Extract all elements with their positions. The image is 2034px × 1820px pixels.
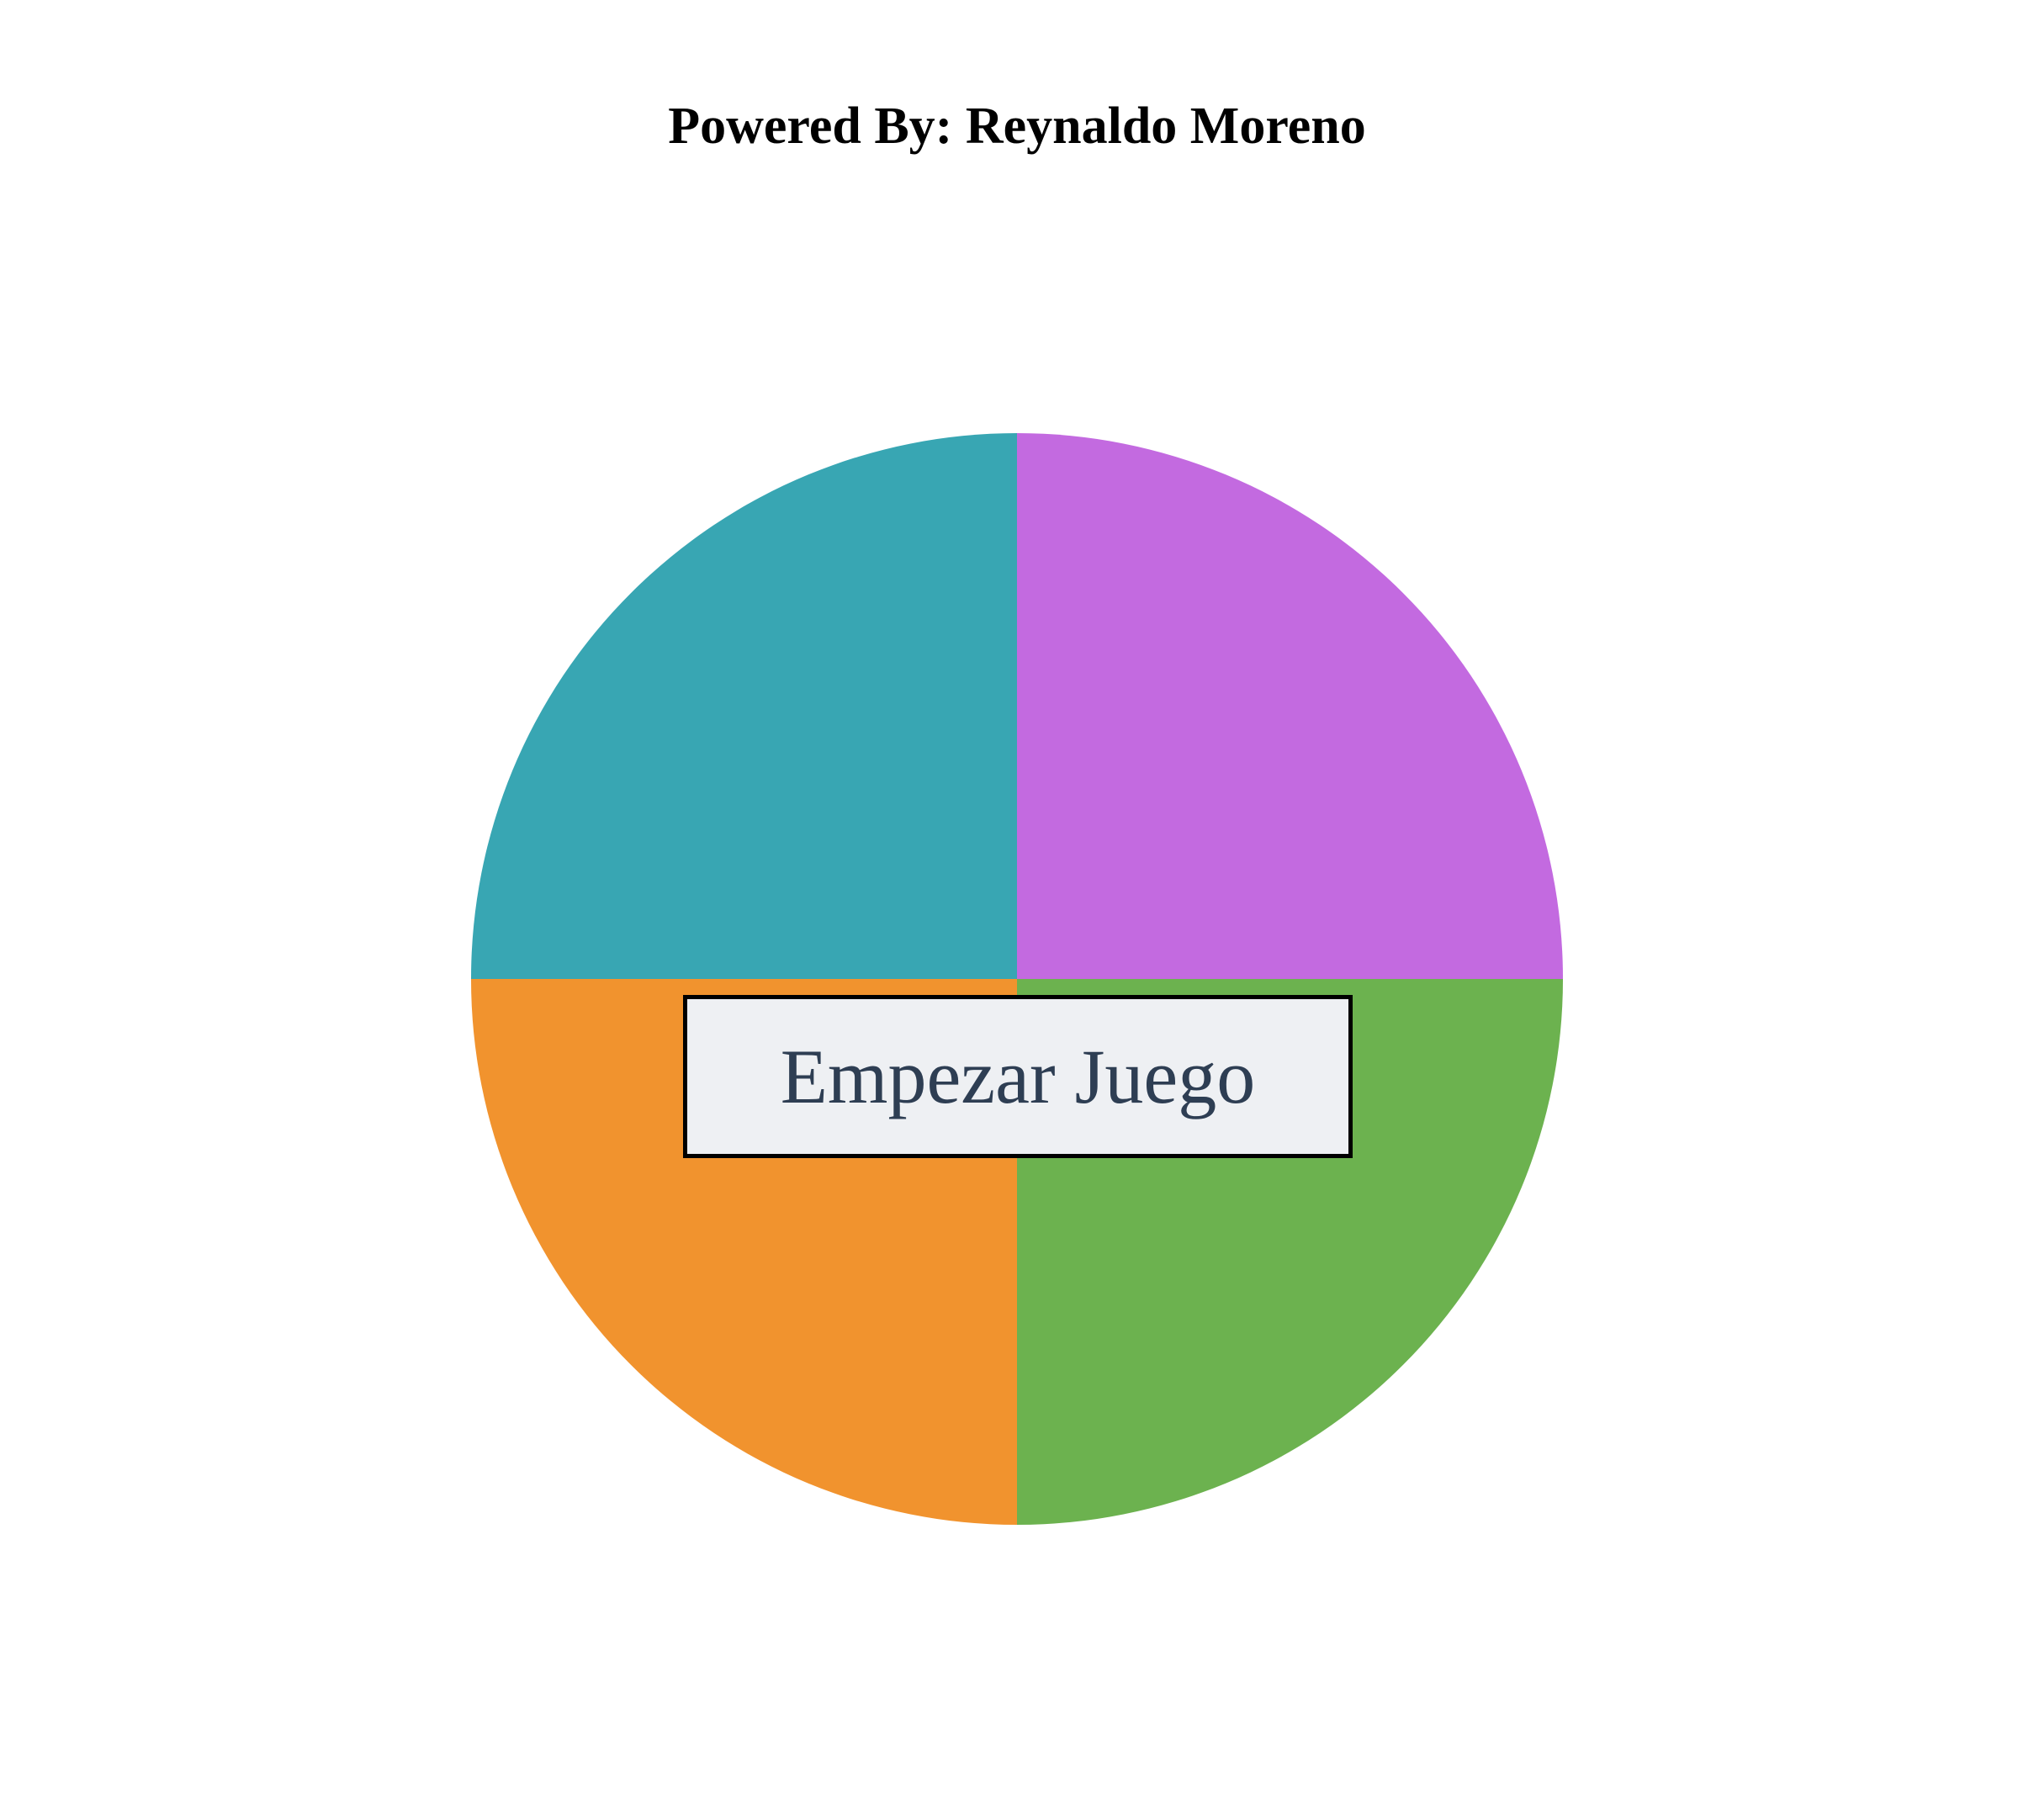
game-board xyxy=(471,433,1563,1525)
start-game-button[interactable]: Empezar Juego xyxy=(683,995,1353,1158)
quadrant-top-left[interactable] xyxy=(471,433,1017,979)
quadrant-top-right[interactable] xyxy=(1017,433,1563,979)
credit-heading: Powered By: Reynaldo Moreno xyxy=(668,98,1366,155)
